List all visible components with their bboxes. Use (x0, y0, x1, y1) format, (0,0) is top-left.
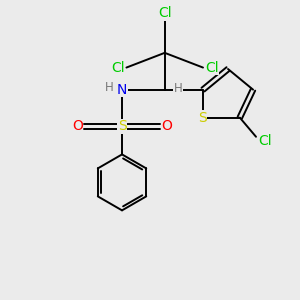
Text: O: O (72, 119, 83, 134)
Text: Cl: Cl (111, 61, 124, 75)
Text: Cl: Cl (205, 61, 219, 75)
Text: S: S (198, 111, 207, 124)
Text: O: O (161, 119, 172, 134)
Text: Cl: Cl (158, 6, 172, 20)
Text: H: H (174, 82, 182, 95)
Text: Cl: Cl (258, 134, 272, 148)
Text: S: S (118, 119, 126, 134)
Text: N: N (117, 82, 127, 97)
Text: H: H (105, 81, 114, 94)
